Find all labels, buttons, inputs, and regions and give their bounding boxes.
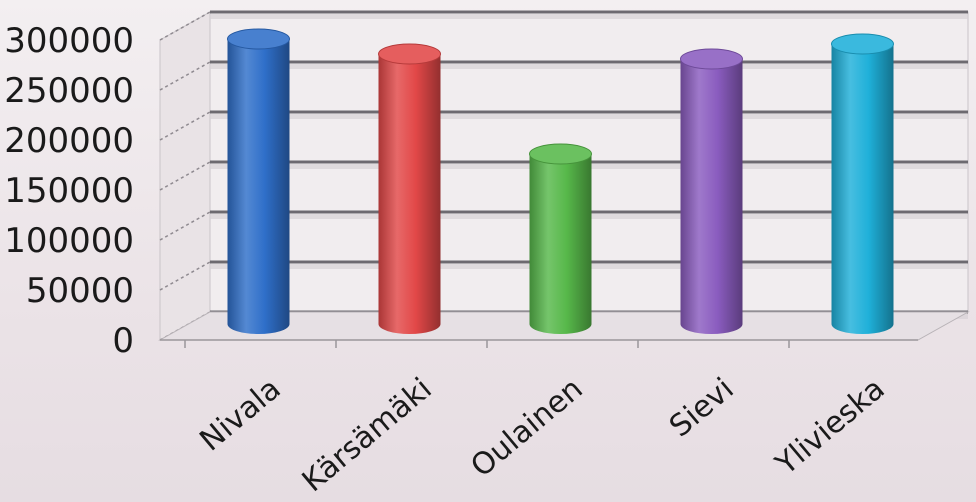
- side-wall-panel: [159, 11, 211, 341]
- y-tick-label: 300000: [4, 21, 134, 61]
- x-tick-label: Kärsämäki: [296, 371, 439, 499]
- y-tick-label: 50000: [26, 271, 134, 311]
- gridline-shadow: [210, 14, 968, 19]
- bar: [529, 143, 592, 334]
- bar: [831, 33, 894, 334]
- bar-body: [831, 44, 894, 334]
- y-tick-label: 200000: [4, 121, 134, 161]
- gridline-shadow: [210, 64, 968, 69]
- bar-body: [529, 154, 592, 334]
- gridline-shadow: [210, 114, 968, 119]
- x-axis-ticks: Nivala Kärsämäki Oulainen Sievi Ylivieska: [184, 340, 892, 499]
- bars: [227, 28, 894, 334]
- y-tick-label: 250000: [4, 71, 134, 111]
- x-tick-label: Oulainen: [464, 371, 589, 484]
- bar-body: [680, 59, 743, 334]
- bar: [378, 43, 441, 334]
- bar-cap: [227, 28, 290, 50]
- x-tick-label: Ylivieska: [768, 371, 891, 482]
- bar-body: [378, 54, 441, 334]
- bar-cap: [529, 143, 592, 165]
- bar: [680, 48, 743, 334]
- bar-cap: [378, 43, 441, 65]
- x-tick-label: Sievi: [663, 371, 741, 444]
- bar: [227, 28, 290, 334]
- bar-cap: [680, 48, 743, 70]
- y-tick-label: 100000: [4, 221, 134, 261]
- bar-cap: [831, 33, 894, 55]
- x-tick-label: Nivala: [193, 371, 287, 458]
- y-tick-label: 0: [112, 321, 134, 361]
- y-axis-ticks: 0 50000 100000 150000 200000 250000 300000: [4, 21, 134, 361]
- bar-body: [227, 39, 290, 334]
- y-tick-label: 150000: [4, 171, 134, 211]
